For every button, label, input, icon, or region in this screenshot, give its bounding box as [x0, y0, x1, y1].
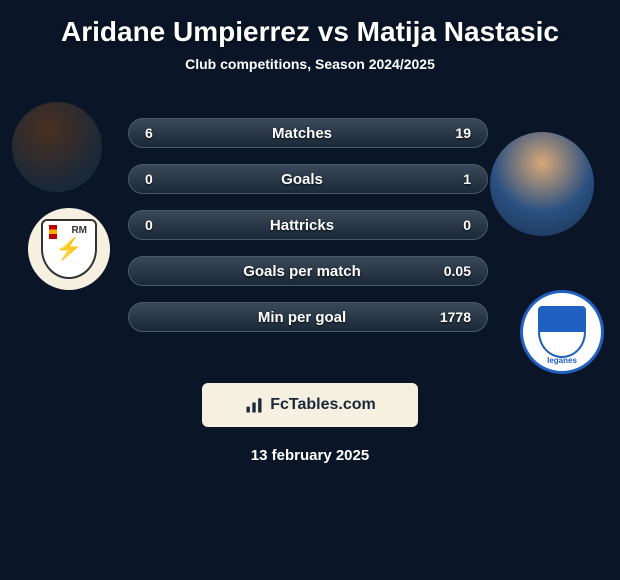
stat-left-value: 0 [145, 171, 181, 187]
crest-initials: RM [43, 225, 95, 236]
stat-label: Goals [281, 171, 323, 188]
player-right-avatar [490, 132, 594, 236]
comparison-panel: RM ⚡ leganes 6 Matches 19 0 Goals 1 0 Ha… [0, 96, 620, 456]
stat-left-value: 6 [145, 125, 181, 141]
club-left-crest: RM ⚡ [28, 208, 110, 290]
crest-right-label: leganes [547, 356, 577, 365]
stat-row-goals: 0 Goals 1 [128, 164, 488, 194]
date: 13 february 2025 [0, 447, 620, 464]
stat-label: Matches [272, 125, 332, 142]
stat-label: Hattricks [270, 217, 334, 234]
stat-right-value: 0.05 [423, 263, 471, 279]
stat-row-mpg: Min per goal 1778 [128, 302, 488, 332]
stat-right-value: 1778 [423, 309, 471, 325]
chart-icon [244, 395, 264, 415]
stat-right-value: 19 [423, 125, 471, 141]
bolt-icon: ⚡ [55, 236, 82, 262]
subtitle: Club competitions, Season 2024/2025 [0, 56, 620, 72]
brand-text: FcTables.com [270, 396, 376, 414]
stat-right-value: 0 [423, 217, 471, 233]
leganes-crest-icon [538, 306, 586, 358]
stat-label: Min per goal [258, 309, 346, 326]
stat-row-hattricks: 0 Hattricks 0 [128, 210, 488, 240]
player-left-avatar [12, 102, 102, 192]
stat-right-value: 1 [423, 171, 471, 187]
page-title: Aridane Umpierrez vs Matija Nastasic [0, 0, 620, 56]
brand-card: FcTables.com [202, 383, 418, 427]
stat-label: Goals per match [243, 263, 361, 280]
stat-row-matches: 6 Matches 19 [128, 118, 488, 148]
club-right-crest: leganes [520, 290, 604, 374]
stat-left-value: 0 [145, 217, 181, 233]
stat-rows: 6 Matches 19 0 Goals 1 0 Hattricks 0 Goa… [128, 118, 488, 348]
rayo-crest-icon: RM ⚡ [41, 219, 97, 279]
stat-row-gpm: Goals per match 0.05 [128, 256, 488, 286]
